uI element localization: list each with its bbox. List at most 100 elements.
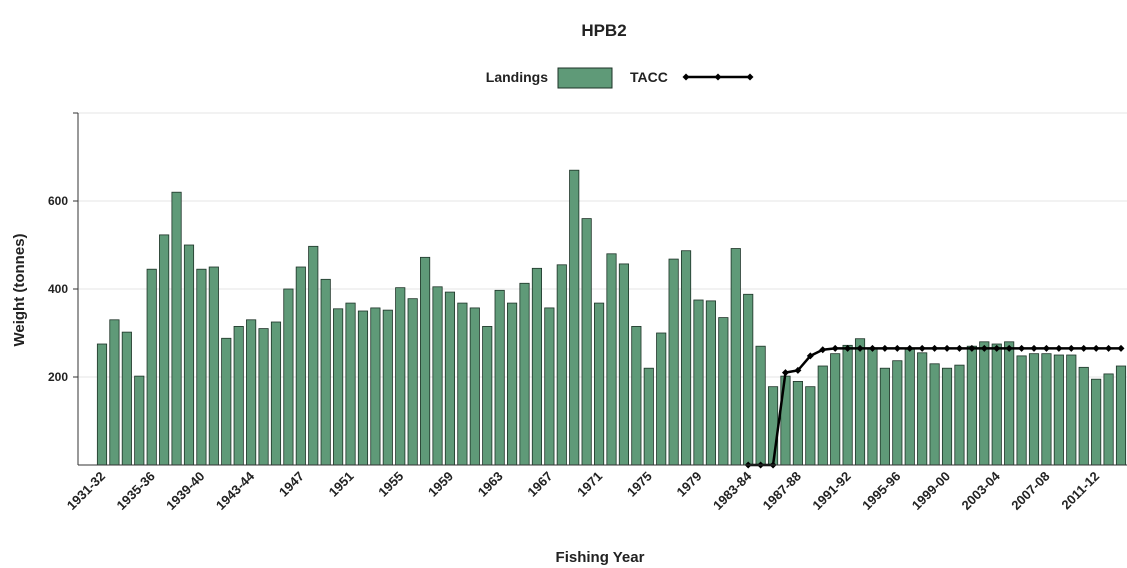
bar xyxy=(581,218,592,466)
tacc-marker xyxy=(868,344,876,352)
tacc-marker xyxy=(856,344,864,352)
bar xyxy=(159,234,170,466)
bar xyxy=(1053,354,1064,466)
bar xyxy=(979,341,990,466)
bar xyxy=(196,268,207,466)
bar xyxy=(1091,378,1102,466)
bar xyxy=(618,263,629,466)
bar xyxy=(693,299,704,466)
x-tick-label: 1959 xyxy=(425,469,456,500)
bar xyxy=(569,169,580,466)
bar xyxy=(494,289,505,466)
chart-title: HPB2 xyxy=(581,21,626,40)
x-tick-label: 1999-00 xyxy=(909,469,953,513)
legend-marker xyxy=(682,73,690,81)
x-tick-label: 1931-32 xyxy=(64,469,108,513)
tacc-marker xyxy=(980,344,988,352)
tacc-marker xyxy=(968,344,976,352)
bar xyxy=(929,363,940,466)
tacc-marker xyxy=(1005,344,1013,352)
bar xyxy=(507,302,518,466)
tacc-marker xyxy=(1055,344,1063,352)
tacc-marker xyxy=(1042,344,1050,352)
bar xyxy=(482,325,493,466)
legend-label: TACC xyxy=(630,69,668,85)
tacc-marker xyxy=(955,344,963,352)
x-tick-label: 1951 xyxy=(326,469,357,500)
tacc-marker xyxy=(806,352,814,360)
tacc-marker xyxy=(1030,344,1038,352)
bar xyxy=(792,380,803,466)
legend-marker xyxy=(746,73,754,81)
x-tick-label: 1995-96 xyxy=(859,469,903,513)
bar xyxy=(444,291,456,466)
bar xyxy=(469,307,480,466)
x-tick-label: 2011-12 xyxy=(1058,469,1102,513)
x-tick-label: 1955 xyxy=(375,469,406,500)
bar xyxy=(208,266,219,466)
tacc-marker xyxy=(1067,344,1075,352)
bar xyxy=(519,282,530,466)
bar xyxy=(370,307,381,466)
bar xyxy=(755,345,766,466)
tacc-marker xyxy=(993,344,1001,352)
bar xyxy=(556,264,567,466)
x-tick-label: 1935-36 xyxy=(113,469,157,513)
bar xyxy=(395,287,406,466)
tacc-marker xyxy=(1080,344,1088,352)
bar xyxy=(830,353,841,466)
bar xyxy=(805,386,816,466)
bar xyxy=(96,343,108,466)
bar xyxy=(295,266,306,466)
bar xyxy=(767,386,779,466)
bar xyxy=(1078,366,1089,466)
bar xyxy=(146,268,157,466)
bar xyxy=(1066,354,1077,466)
tacc-marker xyxy=(943,344,951,352)
x-axis-label: Fishing Year xyxy=(556,549,645,566)
bar xyxy=(917,352,928,466)
bar xyxy=(134,375,145,466)
bar xyxy=(320,278,331,466)
tacc-marker xyxy=(819,346,827,354)
bar xyxy=(246,319,257,466)
bar xyxy=(531,267,543,466)
bar xyxy=(631,325,642,466)
bar xyxy=(842,344,853,466)
x-tick-label: 1939-40 xyxy=(163,469,207,513)
bar xyxy=(258,328,269,466)
bar xyxy=(892,360,903,466)
x-tick-label: 1983-84 xyxy=(710,468,755,513)
legend-swatch xyxy=(557,67,613,89)
bar xyxy=(594,302,605,466)
legend-marker xyxy=(714,73,722,81)
bar xyxy=(817,365,828,466)
bar xyxy=(705,300,716,466)
bar xyxy=(432,286,443,466)
bar xyxy=(382,309,393,466)
bar xyxy=(879,367,890,466)
x-tick-label: 1987-88 xyxy=(760,469,804,513)
tacc-marker xyxy=(844,344,852,352)
bar xyxy=(1016,355,1027,466)
y-axis-label: Weight (tonnes) xyxy=(11,233,28,346)
x-tick-label: 1963 xyxy=(475,469,506,500)
x-tick-label: 1943-44 xyxy=(213,468,258,513)
bar xyxy=(1041,353,1052,466)
tacc-marker xyxy=(794,366,802,374)
bar xyxy=(730,248,741,466)
bar xyxy=(407,298,418,466)
x-tick-label: 2003-04 xyxy=(959,468,1004,513)
tacc-marker xyxy=(893,344,901,352)
tacc-marker xyxy=(881,344,889,352)
y-tick-label: 200 xyxy=(48,370,68,384)
bar xyxy=(954,364,965,466)
x-tick-label: 1947 xyxy=(276,469,307,500)
bar xyxy=(656,332,667,466)
bar xyxy=(643,367,654,466)
x-tick-label: 2007-08 xyxy=(1008,469,1052,513)
bar xyxy=(854,338,866,466)
bar xyxy=(606,253,617,466)
bar xyxy=(308,245,319,466)
